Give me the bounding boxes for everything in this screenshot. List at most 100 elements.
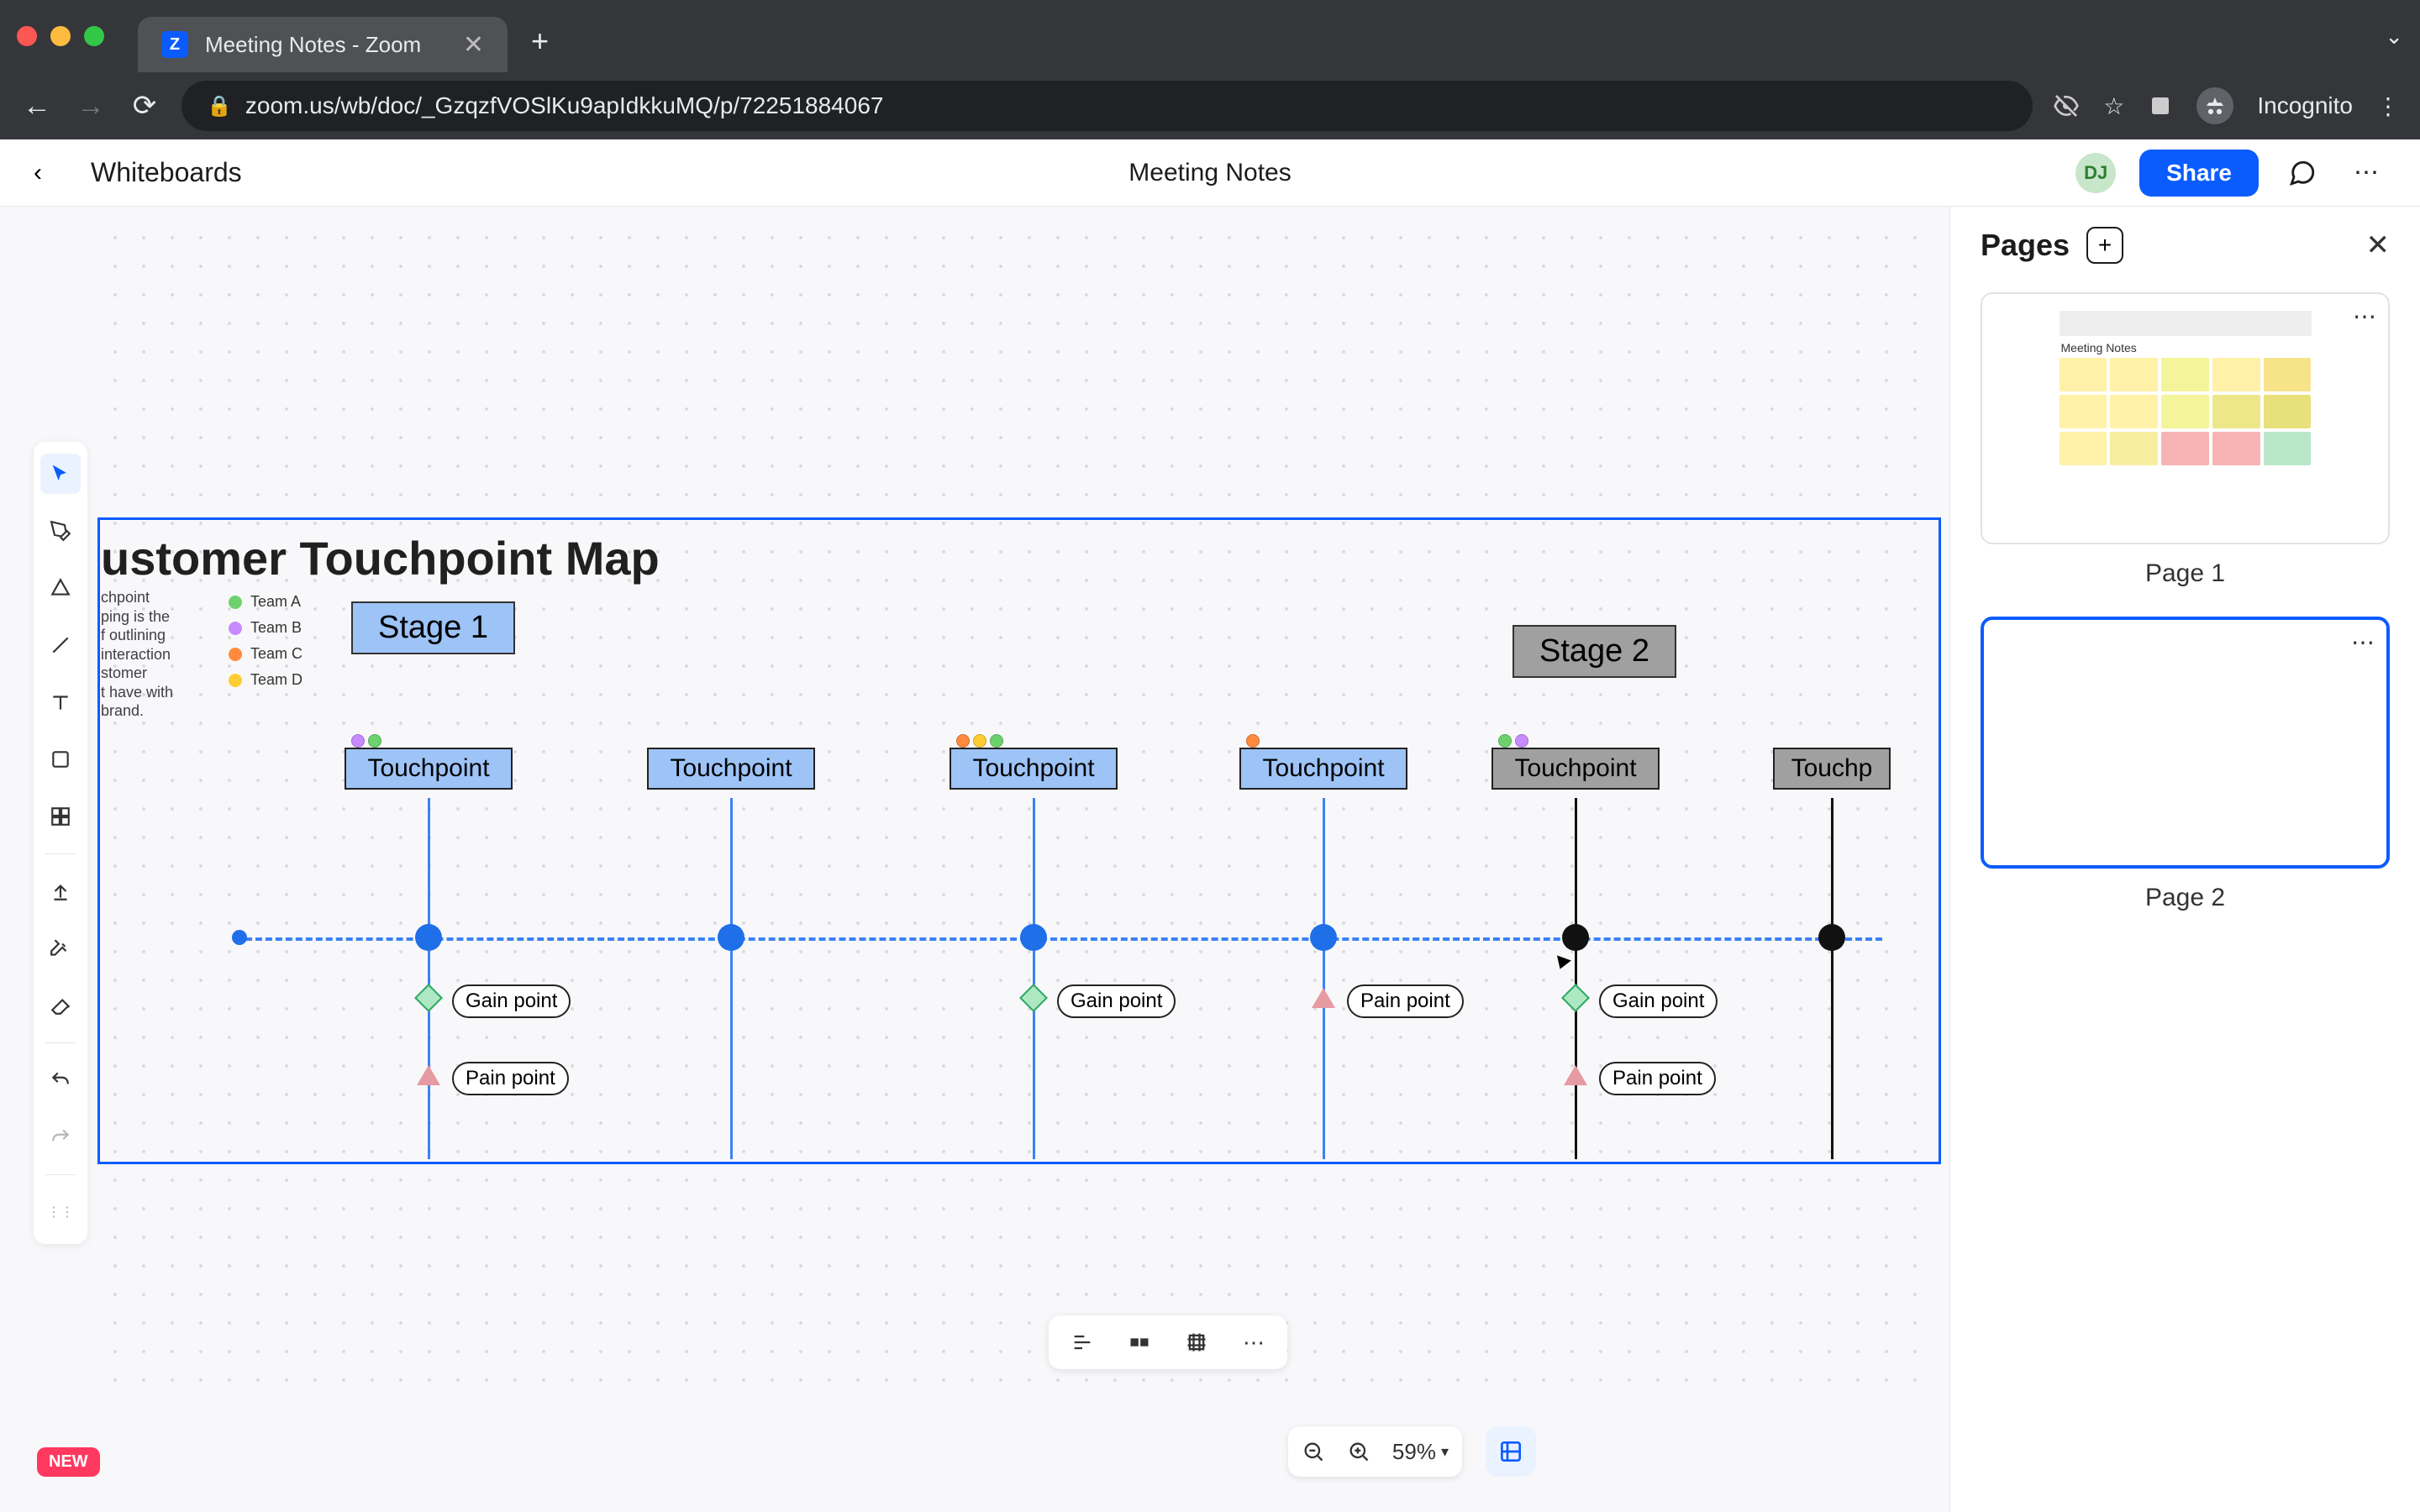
timeline-node[interactable]: [415, 924, 442, 951]
thumbnail-more-icon[interactable]: ⋯: [2351, 628, 2375, 656]
presence-avatar[interactable]: DJ: [2075, 153, 2116, 193]
redo-tool[interactable]: [40, 1117, 81, 1158]
touchpoint-stem: [1323, 798, 1325, 1159]
add-page-button[interactable]: +: [2086, 227, 2123, 264]
legend: Team ATeam BTeam CTeam D: [229, 593, 302, 697]
tabs-chevron-icon[interactable]: ⌄: [2385, 24, 2403, 50]
legend-item: Team D: [229, 671, 302, 689]
page-1-label: Page 1: [1981, 559, 2390, 588]
back-button[interactable]: ‹: [34, 159, 67, 187]
drag-handle-icon[interactable]: ⋮⋮: [40, 1192, 81, 1232]
close-tab-icon[interactable]: ✕: [463, 30, 484, 60]
templates-tool[interactable]: [40, 796, 81, 837]
url-text: zoom.us/wb/doc/_GzqzfVOSlKu9apIdkkuMQ/p/…: [245, 92, 884, 119]
new-badge[interactable]: NEW: [37, 1447, 100, 1477]
thumbnail-more-icon[interactable]: ⋯: [2353, 302, 2376, 330]
selection-toolbar[interactable]: ⋯: [1049, 1315, 1287, 1369]
page-2-label: Page 2: [1981, 884, 2390, 912]
address-bar[interactable]: 🔒 zoom.us/wb/doc/_GzqzfVOSlKu9apIdkkuMQ/…: [182, 81, 2033, 131]
eye-off-icon[interactable]: [2053, 92, 2080, 119]
select-tool[interactable]: [40, 454, 81, 494]
undo-tool[interactable]: [40, 1060, 81, 1100]
stage-box[interactable]: Stage 1: [351, 601, 515, 654]
zoom-favicon-icon: Z: [161, 31, 188, 58]
timeline-node[interactable]: [1020, 924, 1047, 951]
pain-point-label[interactable]: Pain point: [1347, 984, 1464, 1018]
gain-point-label[interactable]: Gain point: [1599, 984, 1718, 1018]
touchpoint-box[interactable]: Touchp: [1773, 748, 1891, 790]
gain-point-label[interactable]: Gain point: [1057, 984, 1176, 1018]
eraser-tool[interactable]: [40, 985, 81, 1026]
share-button[interactable]: Share: [2139, 150, 2259, 197]
more-menu-icon[interactable]: ⋯: [2346, 153, 2386, 193]
comments-icon[interactable]: [2282, 153, 2323, 193]
board-description: chpoint ping is the f outlining interact…: [101, 588, 235, 721]
browser-menu-icon[interactable]: ⋮: [2376, 92, 2400, 120]
context-more-icon[interactable]: ⋯: [1235, 1324, 1272, 1361]
timeline-node[interactable]: [1310, 924, 1337, 951]
line-tool[interactable]: [40, 625, 81, 665]
pages-title: Pages: [1981, 228, 2070, 263]
lock-icon: 🔒: [207, 94, 232, 118]
zoom-out-icon[interactable]: [1302, 1440, 1332, 1463]
close-panel-icon[interactable]: ✕: [2366, 228, 2391, 262]
touchpoint-box[interactable]: Touchpoint: [647, 748, 815, 790]
team-assignment-dot: [368, 734, 381, 748]
team-assignment-dot: [1246, 734, 1260, 748]
zoom-controls[interactable]: 59% ▾: [1288, 1426, 1462, 1477]
tools-toolbar[interactable]: ⋮⋮: [34, 442, 87, 1244]
pain-point-icon: [1312, 988, 1335, 1008]
pen-tool[interactable]: [40, 511, 81, 551]
whiteboard-canvas[interactable]: ustomer Touchpoint Map chpoint ping is t…: [0, 207, 1949, 1512]
nav-forward-button[interactable]: →: [74, 90, 108, 123]
new-tab-button[interactable]: +: [531, 24, 549, 59]
touchpoint-stem: [428, 798, 430, 1159]
window-controls[interactable]: [17, 26, 104, 46]
breadcrumb[interactable]: Whiteboards: [91, 157, 242, 188]
maximize-window-icon[interactable]: [84, 26, 104, 46]
page-thumbnail-2[interactable]: ⋯: [1981, 617, 2390, 869]
touchpoint-stem: [1831, 798, 1833, 1159]
gain-point-label[interactable]: Gain point: [452, 984, 571, 1018]
zoom-in-icon[interactable]: [1347, 1440, 1377, 1463]
nav-reload-button[interactable]: ⟳: [128, 89, 161, 123]
fit-to-screen-button[interactable]: [1486, 1426, 1536, 1477]
timeline-node[interactable]: [718, 924, 744, 951]
team-assignment-dot: [351, 734, 365, 748]
incognito-label: Incognito: [2257, 92, 2353, 119]
nav-back-button[interactable]: ←: [20, 90, 54, 123]
extensions-icon[interactable]: [2148, 93, 2173, 118]
stage-box[interactable]: Stage 2: [1512, 625, 1676, 678]
close-window-icon[interactable]: [17, 26, 37, 46]
page-thumbnail-1[interactable]: ⋯ Meeting Notes: [1981, 292, 2390, 544]
more-tools[interactable]: [40, 928, 81, 969]
touchpoint-box[interactable]: Touchpoint: [1239, 748, 1407, 790]
star-icon[interactable]: ☆: [2103, 92, 2124, 120]
timeline-node[interactable]: [1562, 924, 1589, 951]
team-assignment-dot: [1515, 734, 1528, 748]
touchpoint-stem: [1033, 798, 1035, 1159]
upload-tool[interactable]: [40, 871, 81, 911]
timeline-node[interactable]: [1818, 924, 1845, 951]
align-icon[interactable]: [1064, 1324, 1101, 1361]
frame-icon[interactable]: [1178, 1324, 1215, 1361]
doc-title[interactable]: Meeting Notes: [1128, 159, 1291, 187]
timeline-axis: [235, 937, 1882, 941]
minimize-window-icon[interactable]: [50, 26, 71, 46]
zoom-percent[interactable]: 59% ▾: [1392, 1439, 1449, 1465]
board-title[interactable]: ustomer Touchpoint Map: [101, 531, 660, 585]
sticky-note-tool[interactable]: [40, 739, 81, 780]
pain-point-label[interactable]: Pain point: [452, 1062, 569, 1095]
thumbnail-preview: Meeting Notes: [2060, 311, 2312, 465]
touchpoint-box[interactable]: Touchpoint: [950, 748, 1118, 790]
touchpoint-box[interactable]: Touchpoint: [1491, 748, 1660, 790]
distribute-icon[interactable]: [1121, 1324, 1158, 1361]
incognito-avatar-icon[interactable]: [2196, 87, 2233, 124]
team-assignment-dot: [990, 734, 1003, 748]
browser-tab[interactable]: Z Meeting Notes - Zoom ✕: [138, 17, 508, 72]
pain-point-icon: [1564, 1065, 1587, 1085]
shape-tool[interactable]: [40, 568, 81, 608]
touchpoint-box[interactable]: Touchpoint: [345, 748, 513, 790]
text-tool[interactable]: [40, 682, 81, 722]
pain-point-label[interactable]: Pain point: [1599, 1062, 1716, 1095]
